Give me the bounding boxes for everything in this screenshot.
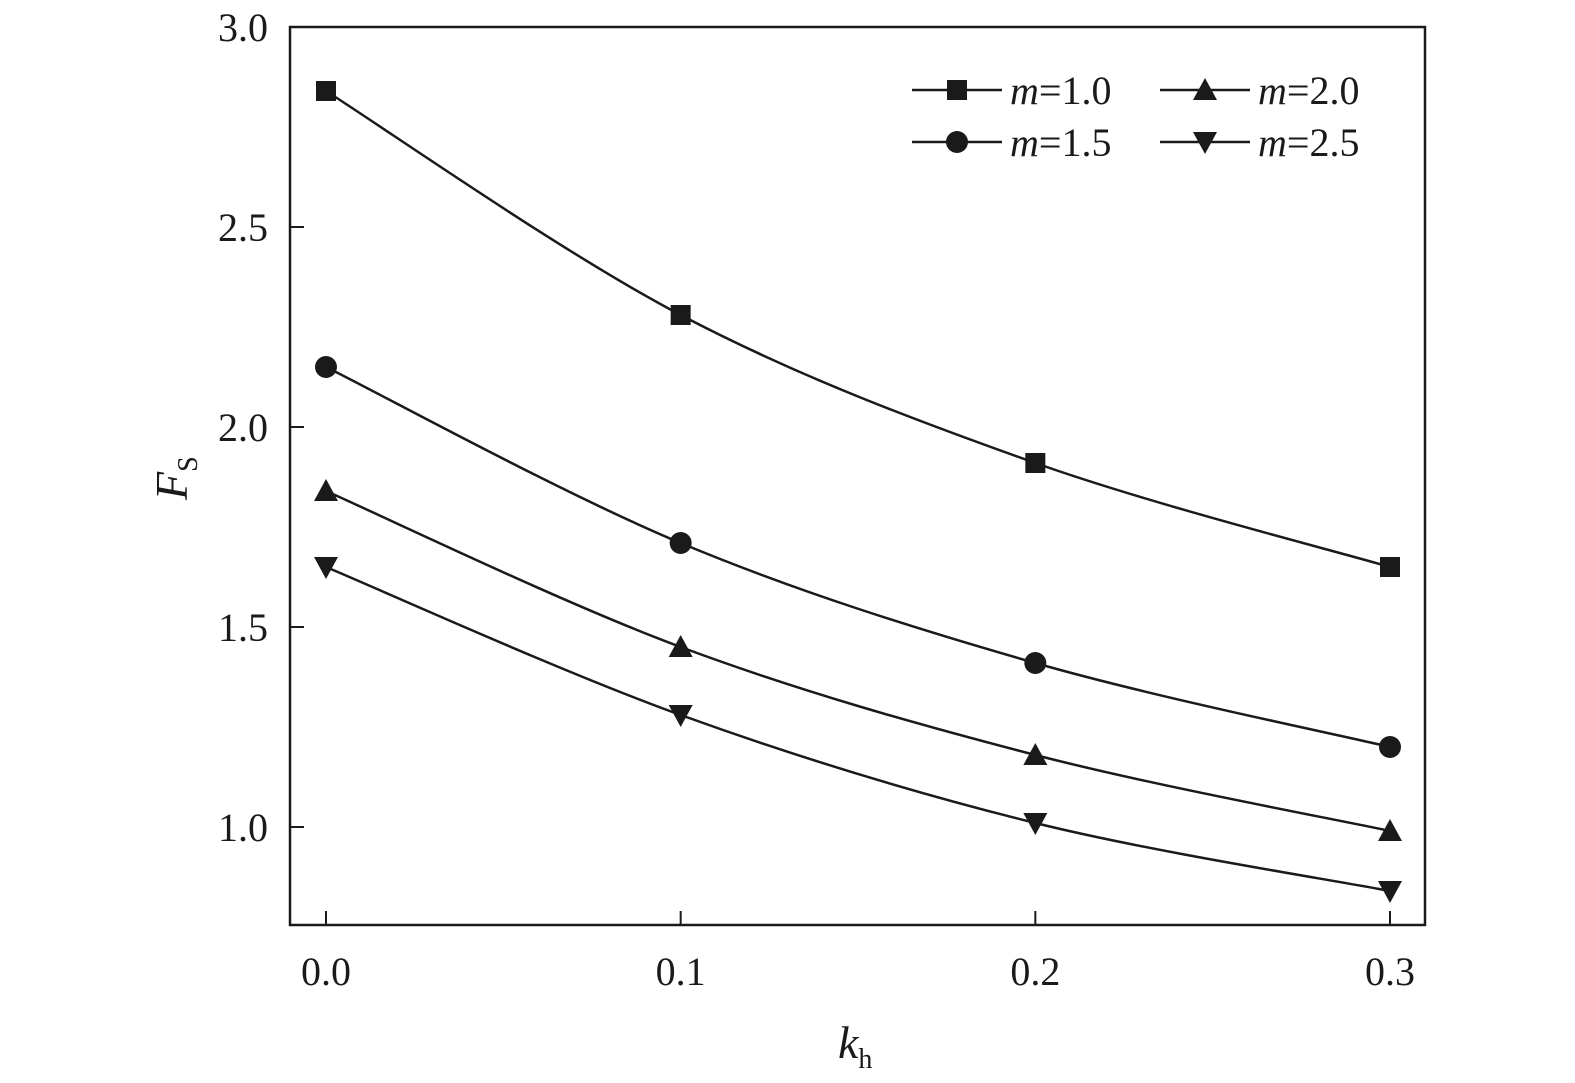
legend-label: m=2.0 [1258, 68, 1359, 113]
legend-label-value: =1.5 [1039, 120, 1112, 165]
data-point [668, 635, 693, 657]
legend-label: m=1.0 [1010, 68, 1111, 113]
series-line [325, 89, 1391, 569]
y-axis-title-main: F [146, 471, 197, 501]
data-point [669, 532, 692, 554]
data-point [1378, 819, 1402, 841]
legend-label-var: m [1010, 68, 1039, 113]
legend-label-var: m [1010, 120, 1039, 165]
data-point [668, 705, 693, 727]
data-point [314, 479, 338, 501]
legend-item: m=2.0 [1160, 68, 1359, 113]
legend-marker [946, 131, 968, 153]
legend-label-value: =1.0 [1039, 68, 1112, 113]
y-tick-label: 2.0 [218, 405, 268, 450]
x-tick-label: 0.2 [1010, 949, 1060, 994]
legend: m=1.0m=1.5m=2.0m=2.5 [912, 68, 1359, 165]
legend-marker [1193, 132, 1217, 154]
data-point [1380, 557, 1400, 577]
legend-label-var: m [1258, 120, 1287, 165]
data-point [315, 356, 337, 378]
legend-label: m=1.5 [1010, 120, 1111, 165]
series-line [325, 365, 1391, 749]
y-axis-title: FS [146, 456, 204, 501]
legend-label-value: =2.5 [1287, 120, 1360, 165]
x-axis-title-sub: h [858, 1044, 872, 1075]
y-tick-label: 3.0 [218, 5, 268, 50]
data-point [1378, 881, 1402, 903]
x-tick-label: 0.0 [301, 949, 351, 994]
y-tick-label: 1.0 [218, 805, 268, 850]
y-axis: 1.0 1.5 2.0 2.5 3.0 [218, 5, 304, 850]
y-axis-title-sub: S [173, 456, 204, 472]
legend-marker [1193, 78, 1217, 100]
data-point [1023, 813, 1048, 835]
legend-item: m=2.5 [1160, 120, 1359, 165]
x-tick-label: 0.3 [1365, 949, 1415, 994]
legend-marker [947, 80, 967, 100]
legend-label-value: =2.0 [1287, 68, 1360, 113]
x-axis: 0.0 0.1 0.2 0.3 [301, 911, 1415, 994]
series-line [325, 489, 1391, 833]
y-tick-label: 2.5 [218, 205, 268, 250]
series-2 [314, 479, 1402, 841]
series-layer [314, 81, 1402, 903]
series-line [325, 565, 1391, 893]
y-tick-label: 1.5 [218, 605, 268, 650]
x-axis-title-main: k [838, 1017, 860, 1068]
legend-label-var: m [1258, 68, 1287, 113]
data-point [314, 557, 338, 579]
legend-item: m=1.5 [912, 120, 1111, 165]
data-point [1023, 743, 1048, 765]
legend-item: m=1.0 [912, 68, 1111, 113]
data-point [670, 305, 691, 325]
x-axis-title: kh [838, 1017, 872, 1075]
series-0 [316, 81, 1400, 577]
data-point [316, 81, 336, 101]
series-1 [315, 356, 1401, 758]
legend-label: m=2.5 [1258, 120, 1359, 165]
data-point [1024, 652, 1047, 674]
data-point [1025, 453, 1046, 473]
x-tick-label: 0.1 [656, 949, 706, 994]
series-3 [314, 557, 1402, 903]
plot-frame [288, 25, 1427, 927]
data-point [1379, 736, 1401, 758]
